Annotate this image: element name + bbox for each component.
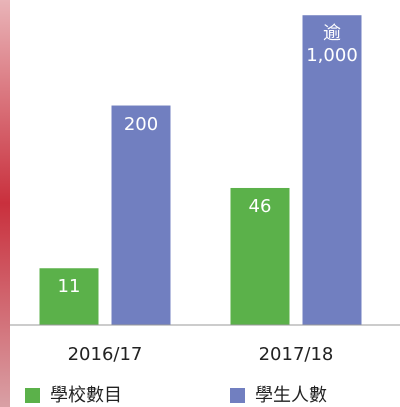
value-label: 逾 1,000 <box>303 23 362 67</box>
legend-label: 學生人數 <box>255 385 327 406</box>
photo-edge <box>0 0 10 407</box>
page: 2016/17 2017/18 學校數目 學生人數 11 200 46 逾 1,000 <box>0 0 400 407</box>
bar <box>112 106 171 325</box>
legend-swatch <box>230 388 245 403</box>
legend-swatch <box>25 388 40 403</box>
x-tick-label: 2017/18 <box>259 344 334 365</box>
value-label: 46 <box>231 196 290 218</box>
value-label: 11 <box>40 276 99 298</box>
legend-label: 學校數目 <box>50 385 122 406</box>
x-tick-label: 2016/17 <box>68 344 143 365</box>
value-label: 200 <box>112 114 171 136</box>
